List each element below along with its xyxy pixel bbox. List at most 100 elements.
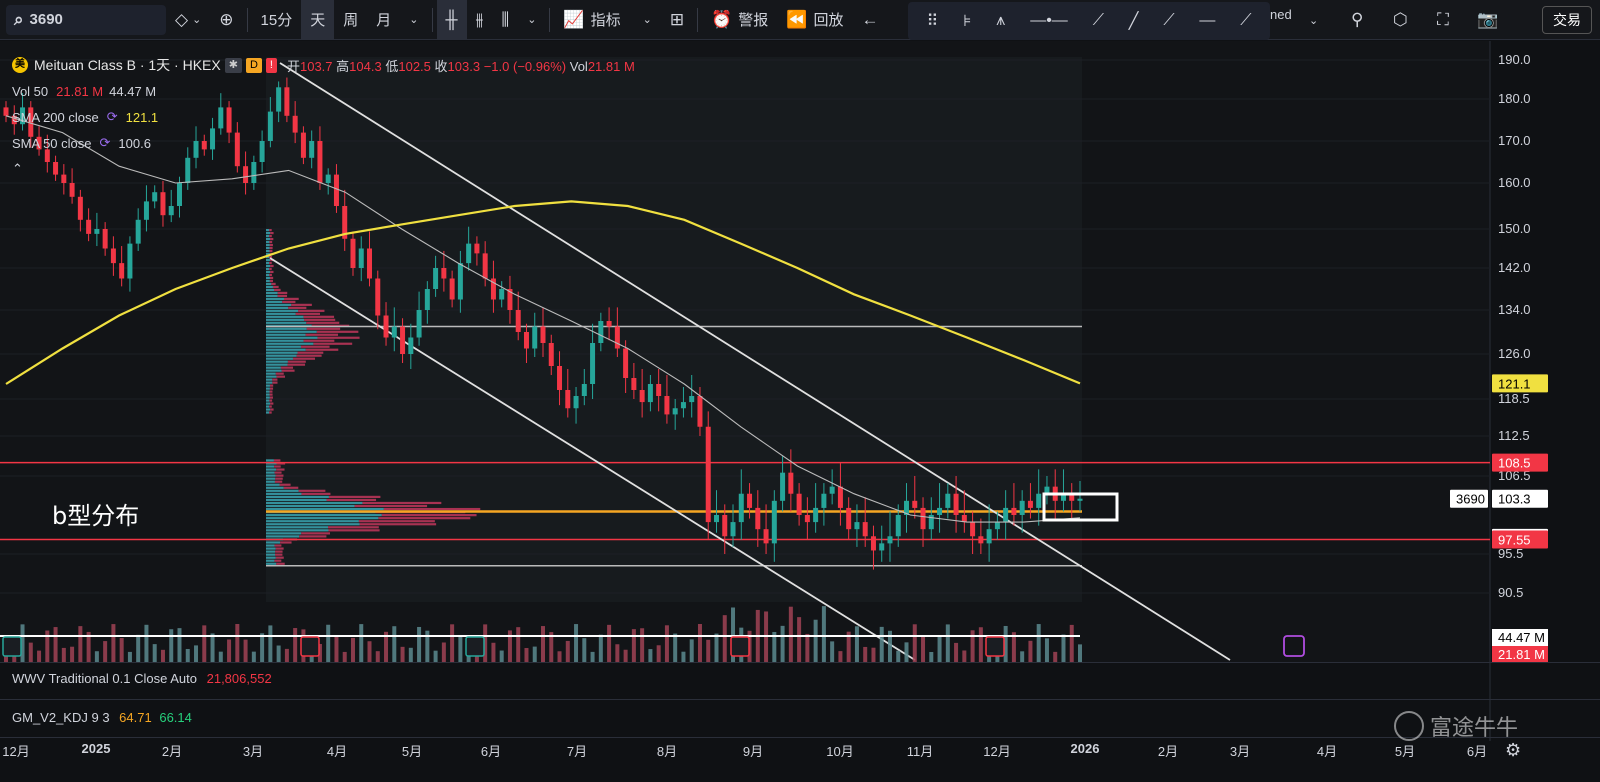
- trade-button[interactable]: 交易: [1542, 5, 1592, 34]
- horizontal-line-icon[interactable]: —: [1199, 12, 1216, 29]
- price-label-bg: [1492, 489, 1548, 508]
- volume-profile-lower-bar: [301, 492, 331, 495]
- volume-profile-upper-bar: [266, 402, 271, 405]
- volume-bar: [1044, 638, 1049, 662]
- time-tick-label: 6月: [480, 744, 502, 759]
- volume-bar: [714, 633, 719, 662]
- compare-button[interactable]: ⊕: [210, 0, 242, 40]
- bars-type-button[interactable]: ⫵: [467, 0, 493, 40]
- indicators-button[interactable]: 📈 指标 ⌄: [554, 0, 660, 40]
- open-label: 开: [286, 58, 300, 74]
- volume-profile-upper-bar: [266, 312, 296, 315]
- volume-profile-lower-bar: [266, 507, 384, 511]
- volume-bar: [160, 649, 165, 662]
- screenshot-button[interactable]: 📷: [1468, 0, 1507, 40]
- candle-body: [780, 472, 786, 501]
- ray-icon[interactable]: ╱: [1128, 13, 1139, 30]
- volume-profile-upper-bar: [266, 240, 270, 244]
- volume-bar: [557, 651, 562, 662]
- volume-label-text: 21.81 M: [1498, 647, 1545, 662]
- candle-body: [664, 396, 670, 415]
- candles-type-button[interactable]: ╫: [436, 0, 467, 40]
- candle-body: [499, 289, 505, 300]
- price-tick-label: 170.0: [1498, 133, 1531, 148]
- volume-profile-upper-bar: [269, 249, 273, 253]
- candles-icon: ╫: [445, 9, 458, 29]
- candle-body: [433, 268, 439, 289]
- volume-profile-upper-bar: [275, 372, 284, 375]
- alert-button[interactable]: ⏰ 警报: [702, 0, 777, 40]
- legend-vol50-row[interactable]: Vol 50 21.81 M 44.47 M: [12, 78, 635, 104]
- drag-handle-icon[interactable]: ⠿: [926, 13, 939, 30]
- volume-bar: [342, 651, 347, 662]
- volume-bar: [20, 624, 25, 662]
- warning-badge-icon: !: [265, 57, 277, 73]
- volume-profile-upper-bar: [269, 234, 272, 238]
- undo-button[interactable]: ←: [852, 0, 887, 40]
- volume-bar: [904, 642, 909, 662]
- interval-week[interactable]: 周: [343, 12, 359, 29]
- earnings-marker-icon: [985, 636, 1005, 657]
- horizontal-ray-icon[interactable]: —•—: [1030, 12, 1068, 29]
- candle-body: [61, 174, 67, 183]
- volume-profile-lower-bar: [274, 480, 283, 483]
- volume-bar: [144, 624, 149, 662]
- price-label-text: 121.1: [1498, 376, 1531, 391]
- interval-month[interactable]: 月: [376, 12, 392, 29]
- zoom-tool-button[interactable]: ⚲: [1342, 0, 1372, 40]
- volume-bar: [937, 636, 942, 662]
- extended-line-icon[interactable]: ⟋: [1163, 12, 1175, 29]
- volume-profile-lower-bar: [266, 480, 275, 483]
- layout-button[interactable]: ⊞: [661, 0, 693, 40]
- chevron-down-icon: ⌄: [1309, 14, 1319, 27]
- trend-line-icon[interactable]: ⟋: [1092, 12, 1104, 29]
- fib-tool-icon[interactable]: ⊧: [963, 13, 972, 30]
- candle-body: [1011, 507, 1017, 515]
- replay-button[interactable]: ⏪ 回放: [777, 0, 852, 40]
- legend-sma200-row[interactable]: SMA 200 close ⟳ 121.1: [12, 104, 635, 130]
- volume-profile-upper-bar: [270, 270, 274, 274]
- volume-profile-upper-bar: [306, 327, 341, 330]
- price-chart[interactable]: 190.0 180.0 170.0 160.0 150.0 142.0 134.0 126.0…: [0, 41, 1600, 782]
- volume-profile-upper-bar: [272, 378, 278, 381]
- volume-profile-upper-bar: [266, 249, 270, 253]
- volume-profile-upper-bar: [266, 345, 301, 348]
- candle-body: [127, 243, 133, 279]
- diamond-icon-button[interactable]: ◇ ⌄: [166, 0, 210, 40]
- volume-bar: [921, 636, 926, 662]
- volume-bar: [631, 629, 636, 662]
- interval-dropdown[interactable]: ⌄: [400, 0, 427, 40]
- interval-day[interactable]: 天: [301, 0, 335, 40]
- volume-profile-upper-bar: [266, 300, 283, 303]
- legend-collapse[interactable]: ⌃: [12, 156, 635, 182]
- volume-bar: [334, 634, 339, 662]
- volume-profile-upper-bar: [266, 270, 271, 274]
- pattern-tool-icon[interactable]: ⩚: [996, 12, 1006, 29]
- volume-profile-upper-bar: [266, 246, 270, 250]
- fullscreen-button[interactable]: ⛶: [1428, 0, 1458, 40]
- settings-button[interactable]: ⬡: [1384, 0, 1417, 40]
- volume-profile-upper-bar: [266, 411, 270, 414]
- axis-settings-icon[interactable]: ⚙: [1505, 740, 1522, 760]
- chart-type-dropdown[interactable]: ⌄: [518, 0, 545, 40]
- more-tools-label: ned: [1270, 7, 1292, 22]
- candle-body: [424, 289, 430, 310]
- volume-bar: [45, 630, 50, 662]
- volume-profile-upper-bar: [288, 306, 307, 309]
- volume-profile-lower-bar: [266, 471, 275, 474]
- volume-profile-upper-bar: [266, 408, 271, 411]
- info-line-icon[interactable]: ⟋: [1240, 12, 1252, 29]
- volume-profile-upper-bar: [296, 354, 322, 357]
- volume-profile-lower-bar: [266, 562, 277, 565]
- symbol-search[interactable]: ⌕ 3690: [6, 4, 166, 35]
- more-tools-dropdown[interactable]: ⌄: [1300, 0, 1327, 40]
- volume-bar: [103, 641, 108, 662]
- legend-sma50-row[interactable]: SMA 50 close ⟳ 100.6: [12, 130, 635, 156]
- volume-bar: [648, 649, 653, 662]
- distribution-annotation[interactable]: b型分布: [52, 502, 140, 530]
- volume-bar: [70, 646, 75, 662]
- interval-15m[interactable]: 15分: [260, 12, 293, 29]
- volume-profile-upper-bar: [266, 393, 270, 396]
- hollow-type-button[interactable]: ⫼: [492, 0, 518, 40]
- candle-body: [1019, 500, 1025, 515]
